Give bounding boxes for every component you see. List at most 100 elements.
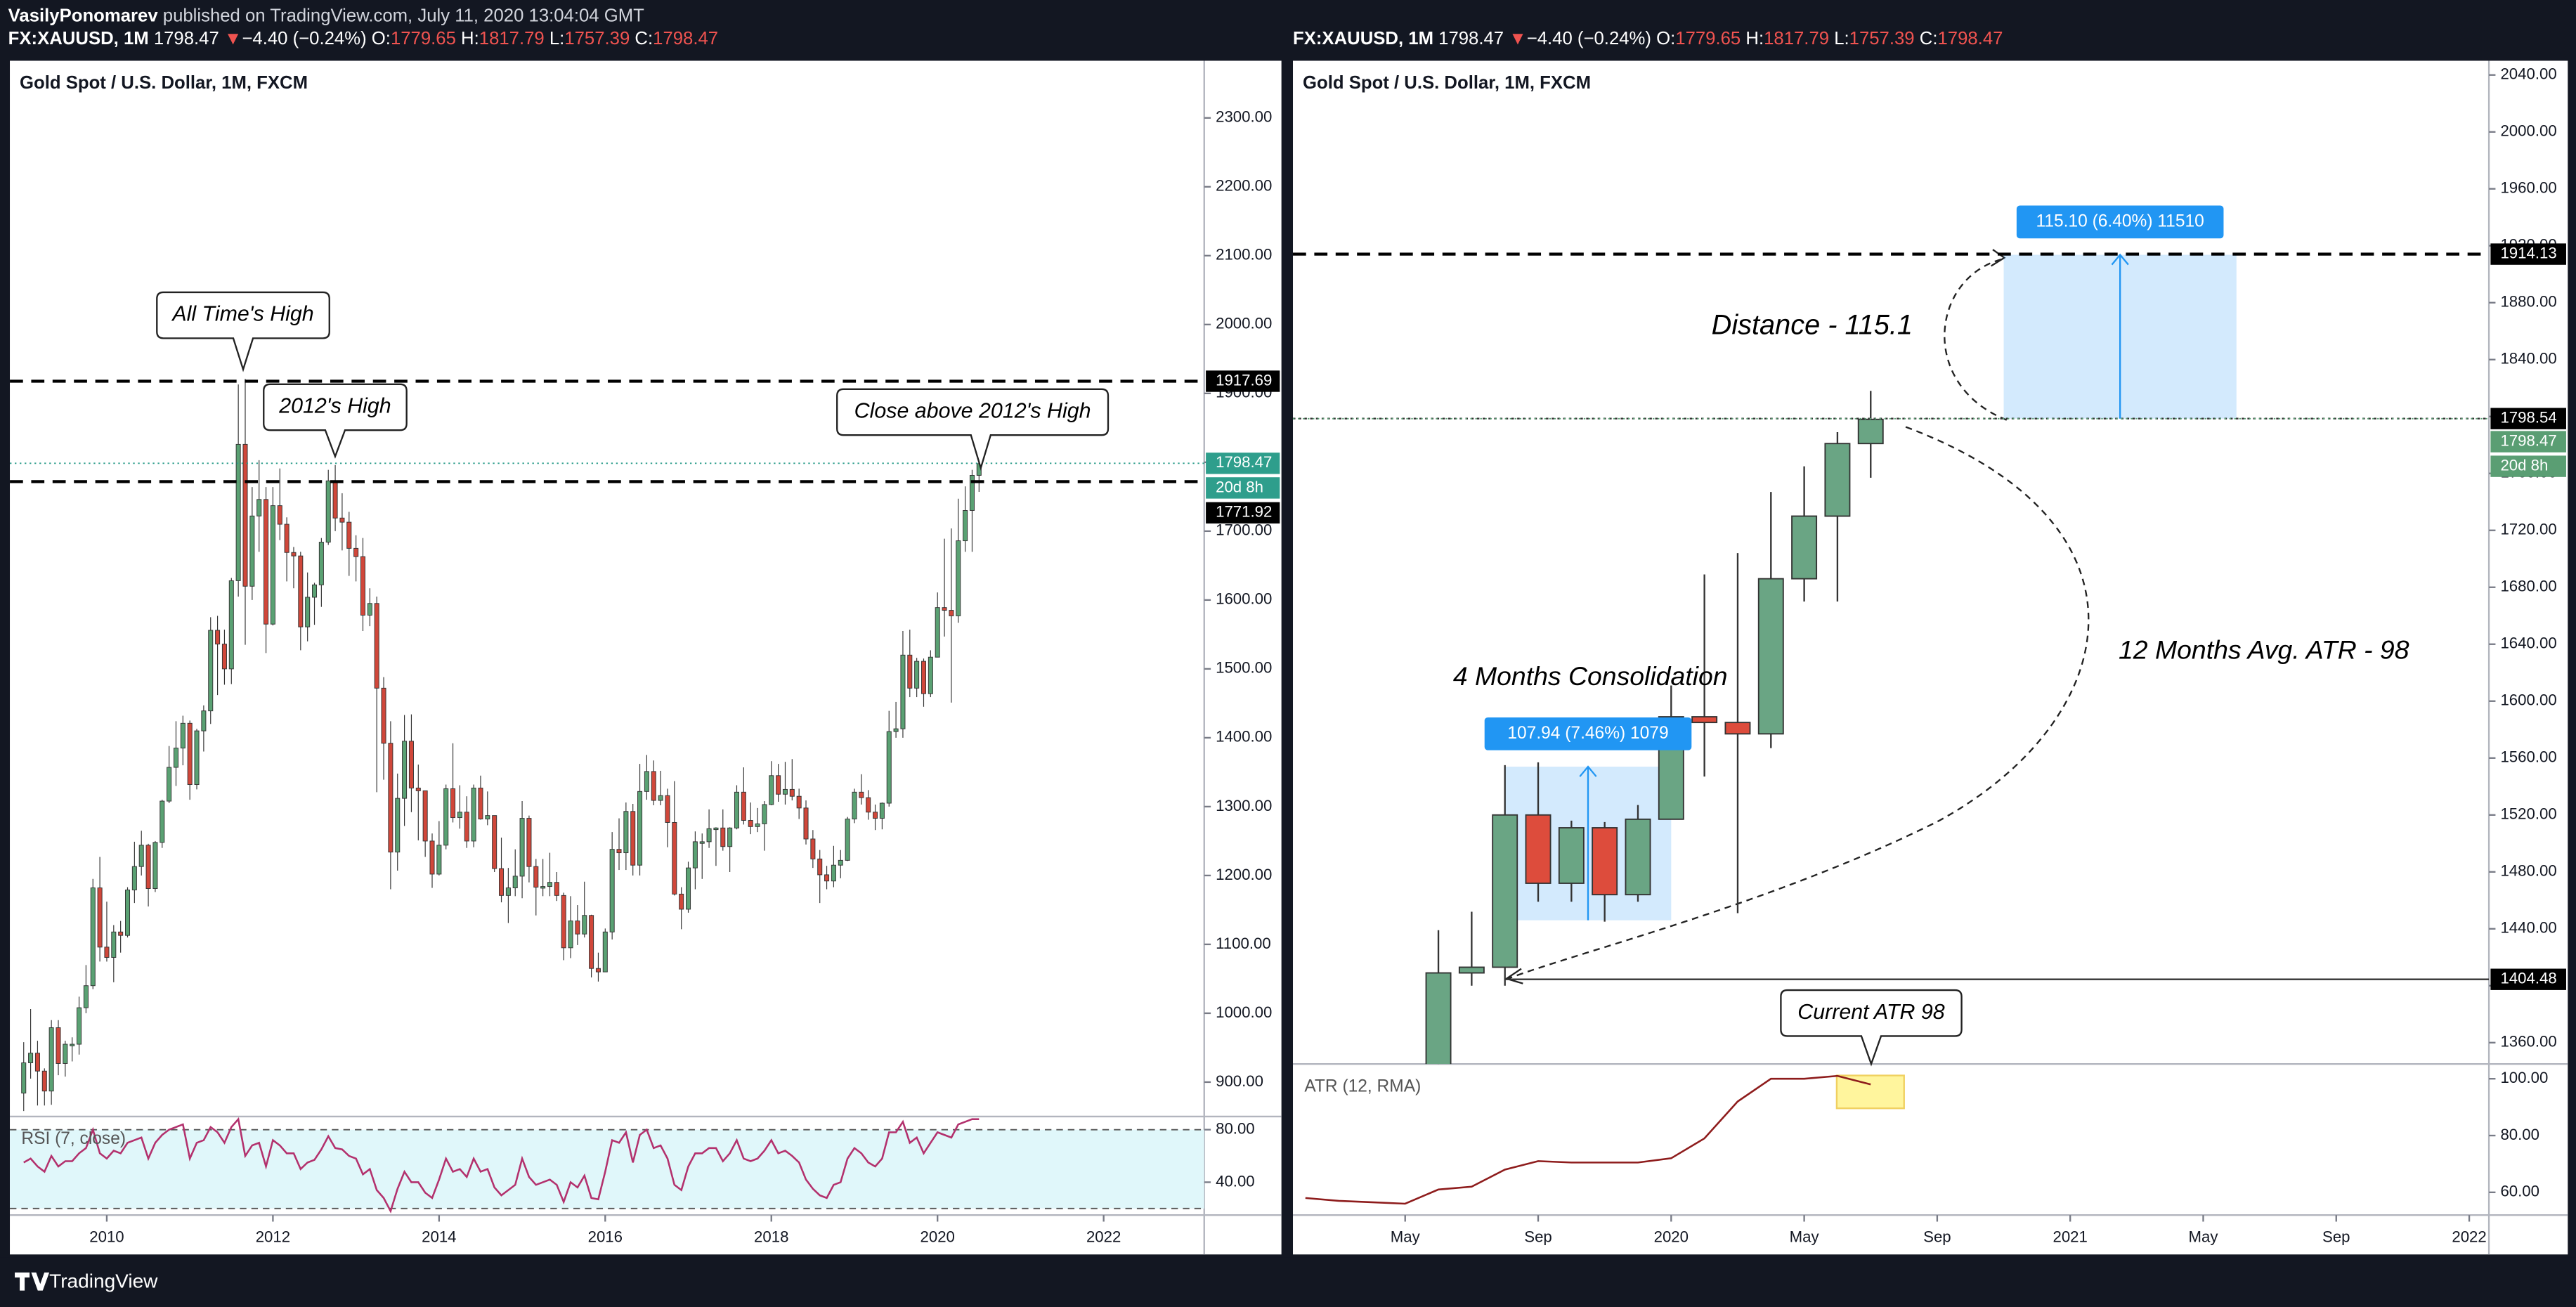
candle-body bbox=[125, 890, 131, 936]
candle-body bbox=[630, 811, 636, 866]
y-tick-label: 1500.00 bbox=[1216, 659, 1272, 677]
candle-body bbox=[90, 887, 96, 987]
candle-body bbox=[180, 722, 186, 749]
last: 1798.47 bbox=[154, 29, 219, 48]
candle-body bbox=[249, 515, 255, 587]
y-tick-label: 60.00 bbox=[2500, 1183, 2539, 1200]
countdown: 20d 8h bbox=[1216, 478, 1263, 495]
price-pane bbox=[1293, 249, 2490, 1065]
footer bbox=[0, 1257, 2576, 1307]
annotation: 2012's High bbox=[278, 394, 391, 418]
annotation: Close above 2012's High bbox=[854, 399, 1091, 423]
candle-body bbox=[713, 827, 719, 831]
candle-body bbox=[63, 1043, 68, 1064]
measure-arrow-head bbox=[2111, 253, 2129, 266]
candle-body bbox=[160, 800, 165, 843]
quote-left: FX:XAUUSD, 1M 1798.47 ▼−4.40 (−0.24%) O:… bbox=[8, 29, 718, 48]
x-tick-label: 2020 bbox=[1654, 1228, 1689, 1246]
candle-body bbox=[443, 788, 449, 846]
candle-body bbox=[1558, 827, 1585, 884]
candle-body bbox=[782, 788, 788, 795]
ohlc-value: 1757.39 bbox=[564, 29, 630, 48]
candle-body bbox=[561, 895, 566, 949]
y-tick-label: 2000.00 bbox=[1216, 315, 1272, 332]
candle-body bbox=[803, 807, 809, 840]
candle-body bbox=[741, 791, 746, 821]
candle-body bbox=[720, 827, 726, 847]
candle-body bbox=[796, 795, 802, 809]
candle-body bbox=[921, 661, 927, 694]
indicator-line bbox=[1305, 1074, 1871, 1205]
indicator-line bbox=[23, 1117, 980, 1214]
candle-body bbox=[589, 915, 594, 969]
y-tick-label: 1400.00 bbox=[1216, 728, 1272, 746]
x-tick-label: 2022 bbox=[1086, 1228, 1121, 1246]
x-tick-label: May bbox=[1391, 1228, 1421, 1246]
price-label-bg bbox=[2490, 431, 2566, 453]
candle-body bbox=[1757, 578, 1784, 735]
candle-body bbox=[651, 771, 656, 801]
ohlc-value: 1798.47 bbox=[653, 29, 718, 48]
x-tick-label: 2021 bbox=[2053, 1228, 2088, 1246]
candle-body bbox=[879, 802, 885, 819]
y-tick-label: 1700.00 bbox=[1216, 521, 1272, 539]
candle-body bbox=[201, 710, 207, 731]
candle-body bbox=[748, 820, 753, 827]
candle-body bbox=[28, 1053, 34, 1063]
y-tick-label: 1880.00 bbox=[2500, 293, 2556, 311]
candle-body bbox=[457, 812, 462, 819]
curve-arrow bbox=[1507, 426, 2090, 980]
candle-body bbox=[893, 728, 899, 732]
candle-body bbox=[408, 741, 414, 788]
candle-body bbox=[706, 828, 712, 843]
candle-body bbox=[111, 931, 117, 958]
candle-body bbox=[734, 791, 739, 828]
candle-body bbox=[817, 858, 823, 876]
candle-body bbox=[194, 730, 200, 786]
y-tick-label: 1600.00 bbox=[2500, 691, 2556, 709]
candle-body bbox=[374, 603, 379, 689]
x-tick-label: 2016 bbox=[588, 1228, 623, 1246]
candle-body bbox=[1691, 716, 1718, 724]
x-tick-label: Sep bbox=[2322, 1228, 2350, 1246]
x-tick-label: 2014 bbox=[422, 1228, 456, 1246]
header-line: VasilyPonomarev published on TradingView… bbox=[8, 6, 644, 25]
candle-body bbox=[173, 748, 178, 768]
change: −4.40 (−0.24%) bbox=[242, 29, 366, 48]
candle-body bbox=[291, 552, 297, 557]
x-tick-label: 2018 bbox=[754, 1228, 788, 1246]
y-tick-label: 80.00 bbox=[2500, 1126, 2539, 1143]
candle-body bbox=[679, 893, 684, 910]
quote: FX:XAUUSD, 1M 1798.47 ▼−4.40 (−0.24%) O:… bbox=[8, 29, 718, 48]
candle-body bbox=[332, 480, 338, 519]
indicator-pane bbox=[1305, 1074, 1905, 1205]
candle-body bbox=[118, 931, 124, 936]
price-label: 1917.69 bbox=[1216, 371, 1272, 389]
indicator-name: ATR (12, RMA) bbox=[1304, 1077, 1421, 1095]
candle-body bbox=[429, 840, 435, 875]
candle-body bbox=[914, 661, 920, 689]
candle-body bbox=[1824, 443, 1851, 517]
candle-body bbox=[907, 654, 913, 689]
candle-body bbox=[167, 767, 172, 802]
candle-body bbox=[277, 505, 282, 525]
y-tick-label: 1360.00 bbox=[2500, 1033, 2556, 1051]
candle-body bbox=[1592, 827, 1618, 896]
candle-body bbox=[312, 584, 318, 598]
candle-body bbox=[568, 921, 573, 949]
pane-title: Gold Spot / U.S. Dollar, 1M, FXCM bbox=[20, 73, 308, 93]
panel-right bbox=[1293, 60, 2568, 1255]
candle-body bbox=[616, 849, 622, 854]
candle-body bbox=[886, 731, 892, 804]
candle-body bbox=[1791, 515, 1818, 580]
logo bbox=[15, 1272, 50, 1291]
pane-borders bbox=[10, 60, 2568, 1255]
candle-body bbox=[318, 542, 324, 585]
candle-body bbox=[187, 722, 193, 786]
x-tick-label: 2012 bbox=[256, 1228, 290, 1246]
candle-body bbox=[519, 818, 525, 877]
candle-body bbox=[727, 827, 733, 847]
candle-body bbox=[138, 845, 144, 867]
ohlc-value: 1779.65 bbox=[391, 29, 456, 48]
ohlc-label: O: bbox=[1656, 29, 1675, 48]
